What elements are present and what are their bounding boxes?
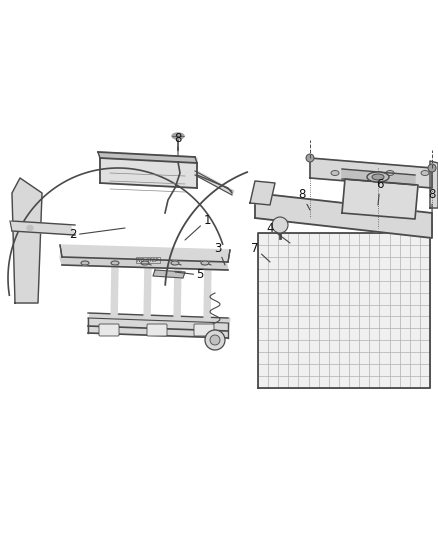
Text: 8: 8: [298, 189, 310, 210]
Ellipse shape: [201, 261, 209, 265]
Text: 8: 8: [174, 132, 182, 155]
Polygon shape: [342, 179, 418, 219]
Text: 3: 3: [214, 241, 225, 265]
Text: 5: 5: [175, 269, 204, 281]
Ellipse shape: [111, 261, 119, 265]
Text: 2: 2: [69, 228, 125, 241]
Polygon shape: [90, 323, 228, 328]
Polygon shape: [100, 158, 197, 188]
FancyBboxPatch shape: [194, 324, 214, 336]
Ellipse shape: [141, 261, 149, 265]
Ellipse shape: [27, 225, 33, 230]
Ellipse shape: [372, 174, 384, 180]
Polygon shape: [12, 178, 42, 303]
Polygon shape: [100, 153, 197, 188]
Polygon shape: [88, 313, 230, 331]
FancyBboxPatch shape: [99, 324, 119, 336]
Polygon shape: [10, 221, 75, 235]
Polygon shape: [204, 263, 211, 323]
Text: NO STEP: NO STEP: [138, 257, 159, 262]
Circle shape: [272, 217, 288, 233]
Polygon shape: [60, 257, 228, 270]
Polygon shape: [250, 181, 275, 205]
Polygon shape: [98, 152, 197, 163]
Polygon shape: [174, 263, 181, 323]
Polygon shape: [60, 245, 230, 262]
Polygon shape: [255, 193, 432, 238]
Polygon shape: [88, 318, 228, 338]
Circle shape: [210, 335, 220, 345]
Polygon shape: [310, 158, 432, 188]
Ellipse shape: [172, 133, 184, 139]
Ellipse shape: [171, 261, 179, 265]
Circle shape: [428, 164, 436, 172]
Polygon shape: [111, 263, 118, 323]
FancyBboxPatch shape: [147, 324, 167, 336]
Text: 6: 6: [376, 179, 384, 205]
Polygon shape: [430, 161, 438, 208]
Ellipse shape: [421, 171, 429, 175]
Text: 7: 7: [251, 241, 270, 262]
Circle shape: [205, 330, 225, 350]
Text: 1: 1: [185, 214, 211, 240]
Polygon shape: [144, 263, 151, 323]
Polygon shape: [258, 233, 430, 388]
Ellipse shape: [81, 261, 89, 265]
Circle shape: [306, 154, 314, 162]
Polygon shape: [342, 169, 415, 185]
Ellipse shape: [367, 172, 389, 182]
Text: 8: 8: [428, 189, 436, 213]
Polygon shape: [153, 270, 185, 278]
Ellipse shape: [331, 171, 339, 175]
Text: 4: 4: [266, 222, 290, 243]
Polygon shape: [195, 171, 234, 195]
Ellipse shape: [386, 171, 394, 175]
